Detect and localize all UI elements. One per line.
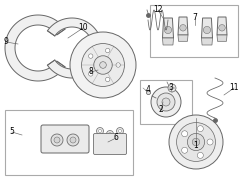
Circle shape xyxy=(96,127,103,134)
Circle shape xyxy=(151,87,181,117)
Polygon shape xyxy=(5,15,65,81)
Bar xyxy=(140,80,192,124)
Circle shape xyxy=(119,129,122,132)
Text: 10: 10 xyxy=(78,24,88,33)
Circle shape xyxy=(207,139,213,145)
Circle shape xyxy=(164,26,172,34)
Circle shape xyxy=(89,54,93,58)
Circle shape xyxy=(197,152,203,158)
Text: 1: 1 xyxy=(194,141,198,150)
Circle shape xyxy=(187,133,205,151)
Circle shape xyxy=(169,115,223,169)
Text: 6: 6 xyxy=(113,134,118,143)
Circle shape xyxy=(100,62,106,68)
Circle shape xyxy=(180,24,186,31)
Polygon shape xyxy=(217,17,227,35)
Circle shape xyxy=(94,56,112,74)
Text: 5: 5 xyxy=(10,127,14,136)
FancyBboxPatch shape xyxy=(41,125,89,153)
Polygon shape xyxy=(178,17,188,35)
Circle shape xyxy=(106,130,113,138)
Polygon shape xyxy=(202,18,213,38)
Text: 11: 11 xyxy=(229,84,239,93)
Text: 7: 7 xyxy=(193,14,197,22)
Polygon shape xyxy=(178,35,188,41)
Circle shape xyxy=(168,84,176,92)
Polygon shape xyxy=(163,18,173,38)
Bar xyxy=(5,110,133,175)
Circle shape xyxy=(192,138,200,146)
Bar xyxy=(109,145,112,153)
Circle shape xyxy=(162,98,170,106)
Circle shape xyxy=(67,134,79,146)
Text: 3: 3 xyxy=(169,84,173,93)
Circle shape xyxy=(54,137,60,143)
FancyBboxPatch shape xyxy=(93,134,126,154)
Text: 2: 2 xyxy=(159,105,163,114)
Circle shape xyxy=(105,77,110,82)
Circle shape xyxy=(116,63,120,67)
Circle shape xyxy=(116,127,123,134)
Text: 9: 9 xyxy=(4,37,9,46)
Circle shape xyxy=(89,72,93,76)
Circle shape xyxy=(182,147,188,153)
Polygon shape xyxy=(202,38,213,45)
Circle shape xyxy=(197,126,203,132)
Polygon shape xyxy=(47,18,102,78)
Circle shape xyxy=(203,26,211,34)
Circle shape xyxy=(182,131,188,137)
Text: 12: 12 xyxy=(153,6,163,15)
Bar xyxy=(119,143,122,151)
Text: 8: 8 xyxy=(89,68,93,76)
Bar xyxy=(99,143,102,151)
Circle shape xyxy=(109,132,112,136)
Circle shape xyxy=(177,123,215,161)
Circle shape xyxy=(51,134,63,146)
Circle shape xyxy=(70,137,76,143)
Polygon shape xyxy=(163,38,173,45)
Circle shape xyxy=(99,129,102,132)
Circle shape xyxy=(70,32,136,98)
Circle shape xyxy=(105,48,110,53)
Polygon shape xyxy=(217,35,227,41)
Circle shape xyxy=(219,24,225,31)
Circle shape xyxy=(81,44,124,86)
Text: 4: 4 xyxy=(146,86,151,94)
Circle shape xyxy=(157,93,175,111)
Bar xyxy=(150,5,238,57)
